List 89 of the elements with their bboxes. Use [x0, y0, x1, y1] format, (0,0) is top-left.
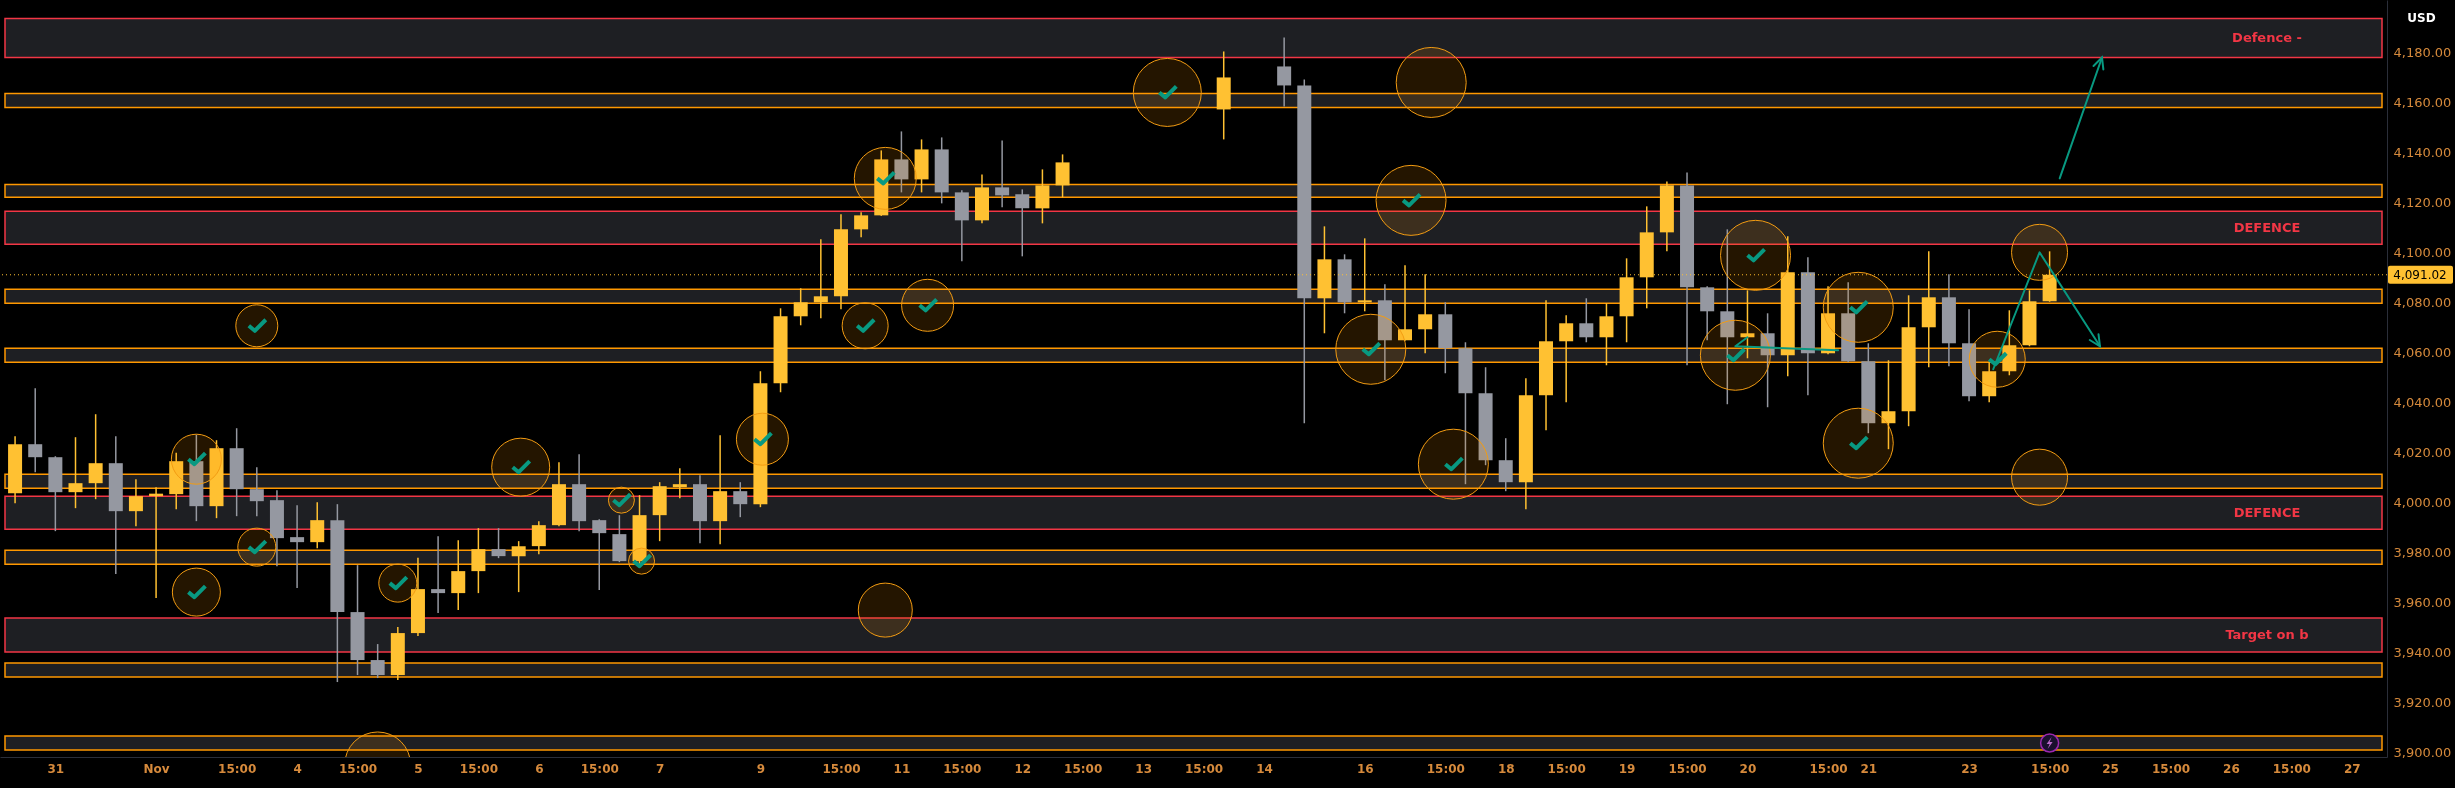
y-tick-label: 4,160.00: [2393, 94, 2452, 110]
candlestick: [1599, 302, 1614, 367]
x-tick-label: 15:00: [2031, 761, 2070, 776]
x-tick-label: Nov: [143, 761, 170, 776]
x-tick-label: 16: [1356, 761, 1374, 776]
x-tick-label: 15:00: [2151, 761, 2191, 776]
x-tick-label: 21: [1860, 761, 1878, 776]
y-tick-label: 3,960.00: [2393, 594, 2452, 610]
candlestick: [592, 518, 607, 591]
y-axis-title: USD: [2407, 10, 2436, 25]
candlestick: [370, 643, 385, 679]
candlestick: [249, 466, 264, 517]
candlestick: [793, 287, 808, 327]
y-tick-label: 4,040.00: [2393, 394, 2452, 410]
x-tick-label: 18: [1497, 761, 1515, 776]
candlestick: [290, 504, 305, 589]
y-tick-label: 4,140.00: [2393, 144, 2452, 160]
x-tick-label: 15:00: [822, 761, 861, 776]
x-tick-label: 19: [1618, 761, 1636, 776]
y-tick-label: 3,900.00: [2393, 744, 2452, 760]
candlestick: [128, 478, 143, 527]
x-tick-label: 11: [893, 761, 911, 776]
candlestick: [995, 139, 1010, 209]
x-tick-label: 6: [535, 761, 544, 776]
candlestick: [310, 501, 325, 549]
x-tick-label: 15:00: [2272, 761, 2311, 776]
candlestick: [1881, 359, 1896, 450]
y-tick-label: 4,020.00: [2393, 444, 2452, 460]
x-tick-label: 4: [293, 761, 302, 776]
candlestick: [451, 539, 466, 611]
x-tick-label: 15:00: [1547, 761, 1586, 776]
candlestick: [1559, 314, 1574, 403]
y-tick-label: 4,180.00: [2393, 44, 2452, 60]
x-tick-label: 15:00: [218, 761, 257, 776]
x-tick-label: 15:00: [338, 761, 378, 776]
candlestick: [68, 436, 83, 509]
x-tick-label: 15:00: [1426, 761, 1465, 776]
x-tick-label: 27: [2343, 761, 2361, 776]
y-tick-label: 3,940.00: [2393, 644, 2452, 660]
x-tick-label: 9: [756, 761, 766, 776]
y-tick-label: 3,980.00: [2393, 544, 2452, 560]
candlestick: [491, 527, 506, 559]
candlestick: [531, 520, 546, 555]
candlestick: [431, 535, 446, 614]
ref-line-label: 4,091.02: [2393, 267, 2447, 282]
x-tick-label: 7: [656, 761, 665, 776]
y-tick-label: 4,060.00: [2393, 344, 2452, 360]
candlestick: [1277, 36, 1292, 108]
y-tick-label: 4,100.00: [2393, 244, 2452, 260]
x-tick-label: 25: [2102, 761, 2119, 776]
x-tick-label: 23: [1961, 761, 1978, 776]
x-tick-label: 15:00: [1668, 761, 1707, 776]
x-tick-label: 26: [2223, 761, 2240, 776]
x-tick-label: 15:00: [580, 761, 619, 776]
candlestick: [511, 540, 526, 593]
candlestick: [1579, 297, 1594, 344]
band-label: Target on b: [2225, 627, 2309, 643]
x-tick-label: 14: [1256, 761, 1273, 776]
y-tick-label: 4,080.00: [2393, 294, 2452, 310]
candlestick: [471, 527, 486, 594]
x-tick-label: 15:00: [1064, 761, 1103, 776]
band-label: DEFENCE: [2233, 219, 2301, 235]
x-tick-label: 31: [47, 761, 65, 776]
x-tick-label: 13: [1135, 761, 1152, 776]
candlestick: [1055, 153, 1070, 199]
candlestick: [1498, 437, 1513, 492]
band-label: DEFENCE: [2233, 504, 2301, 520]
candlestick: [1740, 289, 1755, 360]
candlestick: [733, 481, 748, 518]
band-label: Defence -: [2232, 29, 2302, 45]
candlestick: [1760, 312, 1775, 408]
x-tick-label: 15:00: [1809, 761, 1848, 776]
y-tick-label: 4,000.00: [2393, 494, 2452, 510]
x-tick-label: 5: [414, 761, 423, 776]
candlestick: [854, 211, 869, 239]
x-tick-label: 20: [1739, 761, 1757, 776]
candlestick: [1700, 285, 1715, 342]
y-tick-label: 4,120.00: [2393, 194, 2452, 210]
candlestick: [672, 467, 687, 499]
x-tick-label: 15:00: [1184, 761, 1224, 776]
candlestick: [28, 387, 43, 473]
x-tick-label: 15:00: [943, 761, 982, 776]
candlestick: [894, 130, 909, 194]
x-tick-label: 15:00: [459, 761, 498, 776]
candlestick: [1015, 188, 1030, 258]
y-tick-label: 3,920.00: [2393, 694, 2452, 710]
candlestick: [88, 413, 103, 500]
candlestick: [1035, 168, 1050, 225]
x-tick-label: 12: [1014, 761, 1032, 776]
